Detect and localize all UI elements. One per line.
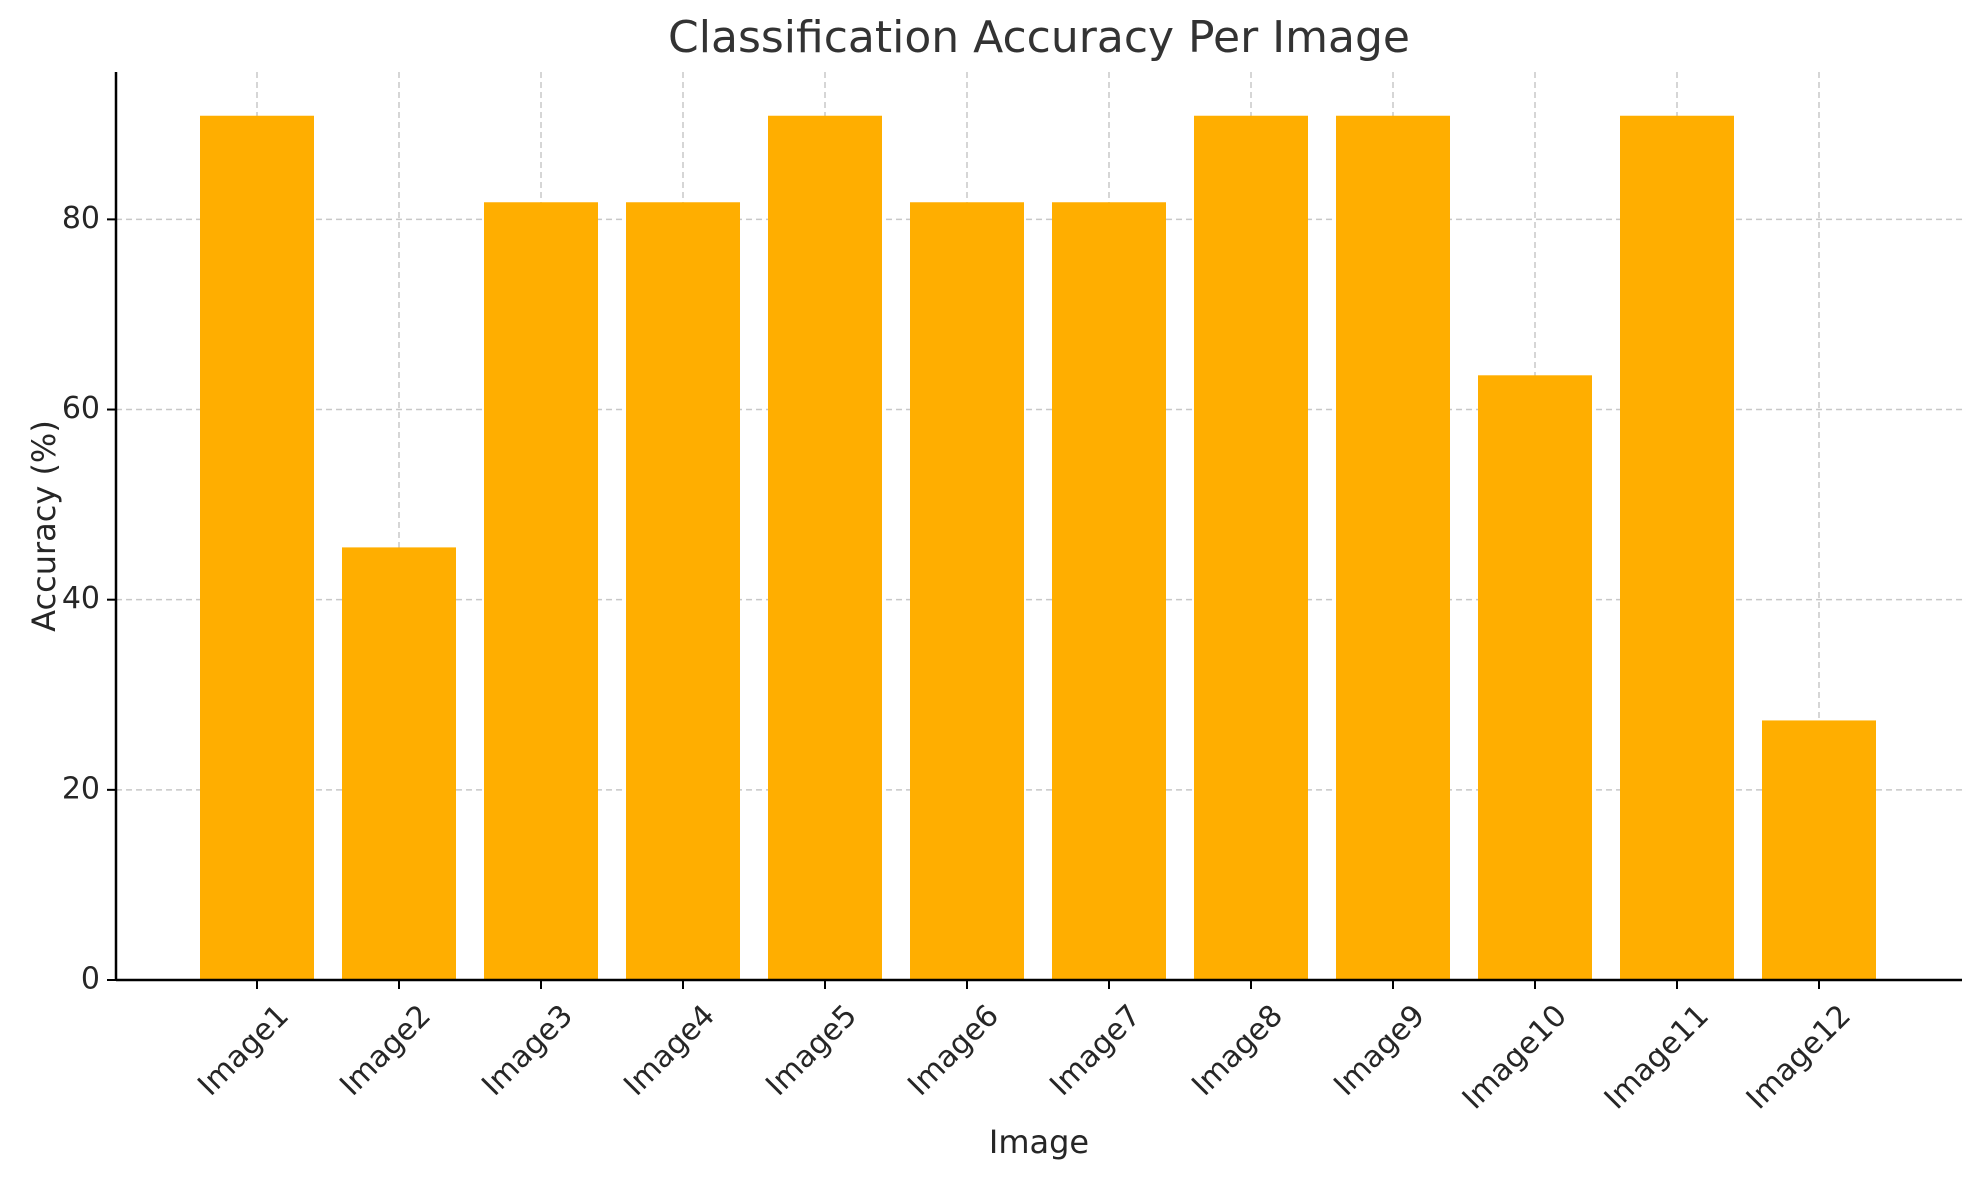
x-tick-label: Image6: [901, 998, 1006, 1103]
bar-image9: [1336, 115, 1450, 980]
bar-image5: [768, 115, 882, 980]
bar-image3: [484, 202, 598, 981]
bar-image12: [1762, 720, 1876, 980]
x-tick-label: Image12: [1740, 998, 1858, 1116]
x-tick-label: Image7: [1043, 998, 1148, 1103]
x-tick-label: Image11: [1598, 998, 1716, 1116]
bar-image7: [1052, 202, 1166, 981]
axes: [107, 72, 1962, 989]
y-tick-label: 80: [62, 201, 100, 236]
bar-image11: [1620, 115, 1734, 980]
x-tick-label: Image5: [759, 998, 864, 1103]
y-tick-label: 60: [62, 391, 100, 426]
x-tick-label: Image4: [617, 998, 722, 1103]
y-tick-label: 0: [81, 962, 100, 997]
bar-image10: [1478, 375, 1592, 980]
x-tick-label: Image10: [1456, 998, 1574, 1116]
chart-title: Classification Accuracy Per Image: [668, 12, 1410, 63]
bars: [200, 115, 1876, 981]
y-tick-label: 40: [62, 581, 100, 616]
x-tick-label: Image1: [191, 998, 296, 1103]
x-tick-label: Image3: [475, 998, 580, 1103]
bar-image1: [200, 115, 314, 980]
bar-image2: [342, 547, 456, 980]
x-tick-label: Image8: [1185, 998, 1290, 1103]
bar-image4: [626, 202, 740, 981]
x-axis-label: Image: [989, 1123, 1089, 1161]
x-tick-label: Image9: [1327, 998, 1432, 1103]
bar-image8: [1194, 115, 1308, 980]
bar-image6: [910, 202, 1024, 981]
x-tick-label: Image2: [333, 998, 438, 1103]
y-axis-label: Accuracy (%): [25, 420, 63, 632]
y-tick-label: 20: [62, 771, 100, 806]
